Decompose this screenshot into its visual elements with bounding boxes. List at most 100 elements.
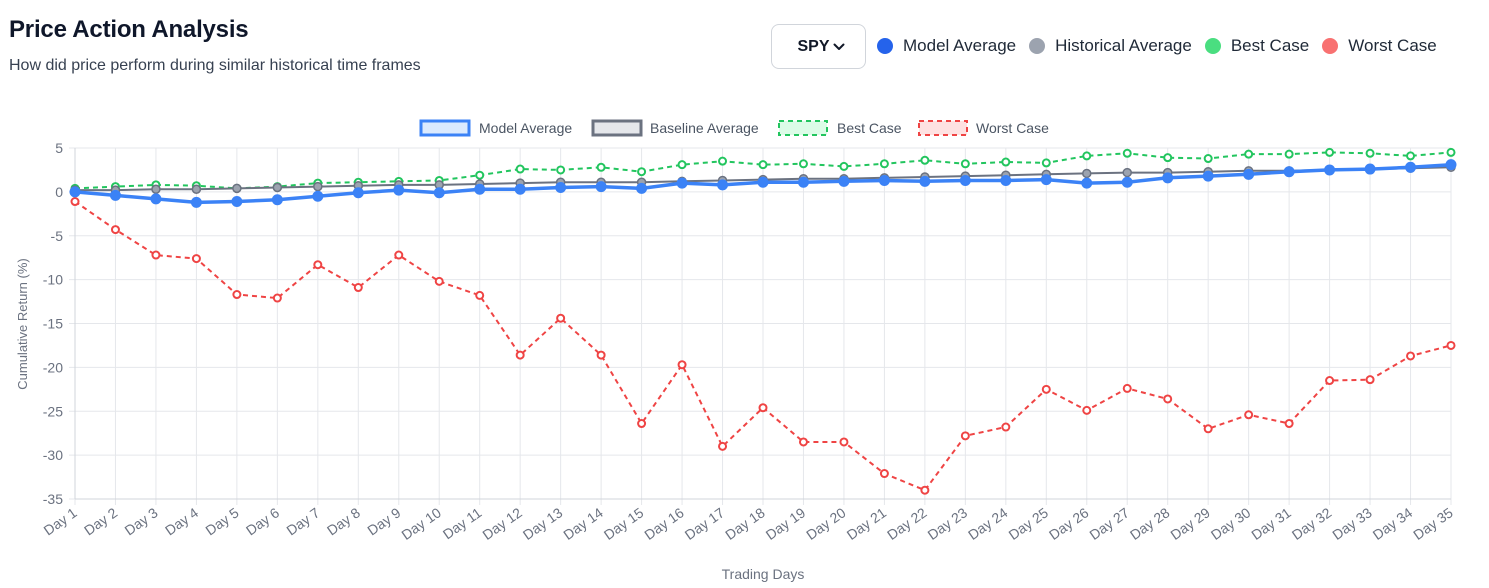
data-point[interactable] xyxy=(1243,168,1255,180)
data-point[interactable] xyxy=(676,177,688,189)
data-point[interactable] xyxy=(797,176,809,188)
data-point[interactable] xyxy=(1284,419,1294,429)
data-point[interactable] xyxy=(231,196,243,208)
data-point[interactable] xyxy=(232,183,242,194)
data-point[interactable] xyxy=(352,187,364,199)
data-point[interactable] xyxy=(1081,177,1093,189)
data-point[interactable] xyxy=(1284,149,1294,159)
data-point[interactable] xyxy=(555,181,567,193)
data-point[interactable] xyxy=(433,187,445,199)
data-point[interactable] xyxy=(475,290,485,300)
data-point[interactable] xyxy=(878,174,890,186)
data-point[interactable] xyxy=(474,183,486,195)
data-point[interactable] xyxy=(190,196,202,208)
data-point[interactable] xyxy=(1041,384,1051,394)
data-point[interactable] xyxy=(757,176,769,188)
data-point[interactable] xyxy=(353,283,363,293)
data-point[interactable] xyxy=(920,485,930,495)
data-point[interactable] xyxy=(1122,383,1132,393)
data-point[interactable] xyxy=(1122,148,1132,158)
data-point[interactable] xyxy=(1000,174,1012,186)
data-point[interactable] xyxy=(959,174,971,186)
data-point[interactable] xyxy=(1445,159,1457,171)
data-point[interactable] xyxy=(596,350,606,360)
data-point[interactable] xyxy=(109,189,121,201)
data-point[interactable] xyxy=(1163,153,1173,163)
data-point[interactable] xyxy=(1365,375,1375,385)
data-point[interactable] xyxy=(677,160,687,170)
data-point[interactable] xyxy=(637,419,647,429)
data-point[interactable] xyxy=(1041,158,1051,168)
data-point[interactable] xyxy=(232,290,242,300)
data-point[interactable] xyxy=(191,184,202,194)
data-point[interactable] xyxy=(394,250,404,260)
data-point[interactable] xyxy=(272,182,283,193)
data-point[interactable] xyxy=(718,156,728,166)
data-point[interactable] xyxy=(798,159,808,169)
data-point[interactable] xyxy=(150,193,162,205)
data-point[interactable] xyxy=(515,350,525,360)
data-point[interactable] xyxy=(313,260,323,270)
chart-legend-worst-case[interactable]: Worst Case xyxy=(918,120,1049,136)
data-point[interactable] xyxy=(434,276,444,286)
data-point[interactable] xyxy=(69,186,81,198)
data-point[interactable] xyxy=(1364,163,1376,175)
data-point[interactable] xyxy=(758,160,768,170)
data-point[interactable] xyxy=(1082,168,1092,179)
data-point[interactable] xyxy=(271,194,283,206)
data-point[interactable] xyxy=(1163,394,1173,404)
data-point[interactable] xyxy=(312,190,324,202)
data-point[interactable] xyxy=(475,170,485,180)
data-point[interactable] xyxy=(1365,148,1375,158)
data-point[interactable] xyxy=(1122,167,1132,178)
chart-legend-model-average[interactable]: Model Average xyxy=(419,119,572,137)
data-point[interactable] xyxy=(636,182,648,194)
data-point[interactable] xyxy=(151,184,161,194)
data-point[interactable] xyxy=(1406,351,1416,361)
data-point[interactable] xyxy=(839,437,849,447)
data-point[interactable] xyxy=(151,250,161,260)
data-point[interactable] xyxy=(191,254,201,264)
data-point[interactable] xyxy=(393,184,405,196)
data-point[interactable] xyxy=(70,197,80,207)
data-point[interactable] xyxy=(1325,376,1335,386)
data-point[interactable] xyxy=(879,469,889,479)
data-point[interactable] xyxy=(272,293,282,303)
data-point[interactable] xyxy=(556,165,566,175)
data-point[interactable] xyxy=(1325,147,1335,157)
data-point[interactable] xyxy=(1446,147,1456,157)
data-point[interactable] xyxy=(717,179,729,191)
data-point[interactable] xyxy=(1283,166,1295,178)
data-point[interactable] xyxy=(595,181,607,193)
data-point[interactable] xyxy=(920,155,930,165)
data-point[interactable] xyxy=(110,225,120,235)
data-point[interactable] xyxy=(879,159,889,169)
data-point[interactable] xyxy=(1324,164,1336,176)
data-point[interactable] xyxy=(838,175,850,187)
data-point[interactable] xyxy=(1244,410,1254,420)
data-point[interactable] xyxy=(1001,422,1011,432)
data-point[interactable] xyxy=(514,183,526,195)
data-point[interactable] xyxy=(313,181,323,192)
data-point[interactable] xyxy=(1082,151,1092,161)
data-point[interactable] xyxy=(798,437,808,447)
data-point[interactable] xyxy=(960,431,970,441)
chart-legend-best-case[interactable]: Best Case xyxy=(778,120,902,136)
data-point[interactable] xyxy=(919,175,931,187)
data-point[interactable] xyxy=(718,441,728,451)
data-point[interactable] xyxy=(1001,157,1011,167)
data-point[interactable] xyxy=(1082,405,1092,415)
data-point[interactable] xyxy=(1121,176,1133,188)
data-point[interactable] xyxy=(677,360,687,370)
data-point[interactable] xyxy=(1446,340,1456,350)
data-point[interactable] xyxy=(1203,424,1213,434)
data-point[interactable] xyxy=(758,403,768,413)
data-point[interactable] xyxy=(839,161,849,171)
data-point[interactable] xyxy=(1202,170,1214,182)
data-point[interactable] xyxy=(637,167,647,177)
data-point[interactable] xyxy=(1406,151,1416,161)
data-point[interactable] xyxy=(556,313,566,323)
data-point[interactable] xyxy=(596,162,606,172)
ticker-select[interactable]: SPY xyxy=(771,24,866,69)
data-point[interactable] xyxy=(515,164,525,174)
